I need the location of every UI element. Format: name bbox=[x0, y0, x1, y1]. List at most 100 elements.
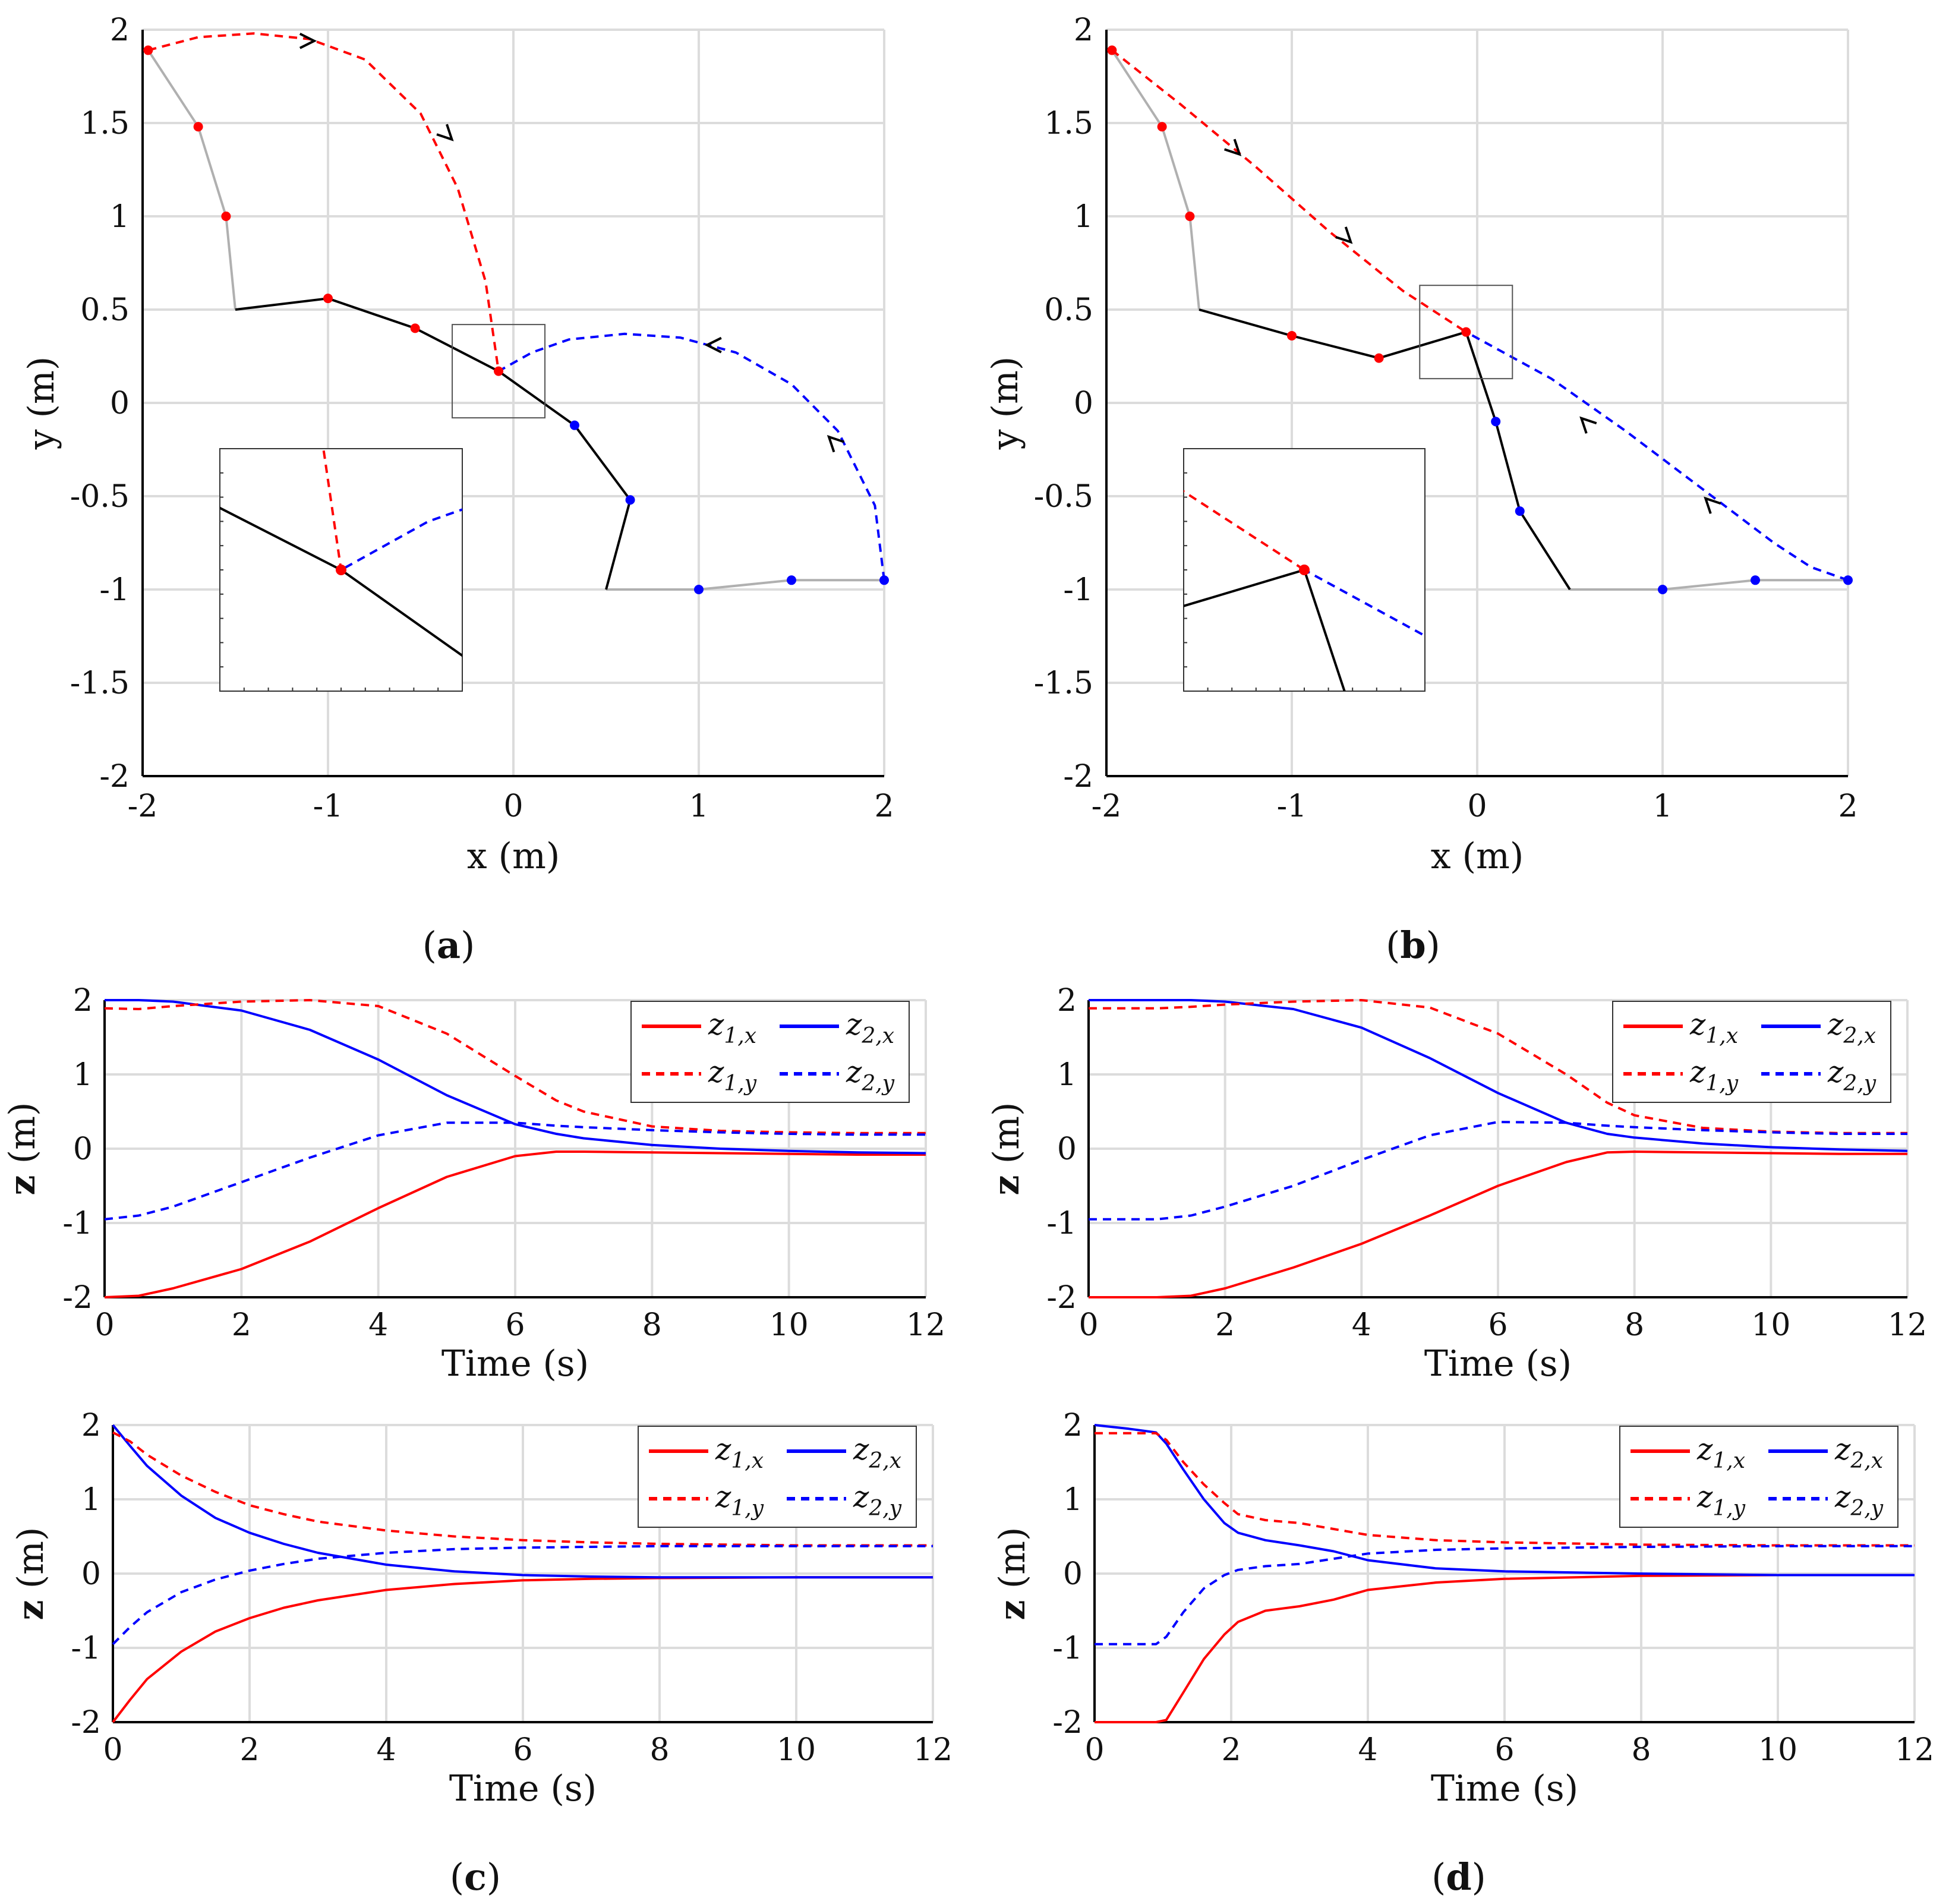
y-tick-label: 0 bbox=[1063, 1556, 1083, 1592]
legend-label-base: z bbox=[715, 1432, 731, 1467]
x-tick-label: 12 bbox=[913, 1732, 953, 1768]
series-arm-2 bbox=[1465, 332, 1571, 591]
legend-label-sub: 2,y bbox=[1850, 1496, 1883, 1521]
series-arm-2 bbox=[497, 370, 632, 590]
x-tick-label: 10 bbox=[1758, 1732, 1797, 1768]
legend-label-base: z bbox=[846, 1007, 862, 1042]
x-tick-label: 8 bbox=[1625, 1307, 1644, 1343]
joint-marker bbox=[569, 420, 579, 430]
legend-label-sub: 1,x bbox=[724, 1024, 756, 1048]
legend-label: z1,y bbox=[1689, 1055, 1739, 1096]
y-tick-label: -1 bbox=[71, 1631, 101, 1666]
x-tick-label: 1 bbox=[689, 789, 708, 824]
series-z_{2,y} bbox=[104, 1121, 926, 1221]
series-arm-1 bbox=[1199, 308, 1467, 360]
joint-marker bbox=[1157, 122, 1167, 132]
legend-label-sub: 2,y bbox=[868, 1496, 901, 1521]
direction-arrow bbox=[827, 434, 845, 453]
y-tick-label: 0 bbox=[73, 1131, 93, 1167]
direction-arrow bbox=[1579, 416, 1597, 434]
caption-c: (c) bbox=[450, 1855, 501, 1899]
x-tick-label: 12 bbox=[906, 1307, 945, 1343]
inset-series-trajectory-1 bbox=[1184, 490, 1305, 571]
x-axis-label: Time (s) bbox=[441, 1343, 589, 1385]
caption-d: (d) bbox=[1431, 1855, 1486, 1899]
legend-label-sub: 1,y bbox=[731, 1496, 764, 1521]
legend-label: z2,y bbox=[846, 1055, 895, 1096]
legend: z1,x z2,xz1,y z2,y bbox=[1619, 1426, 1898, 1528]
series-z_{2,x} bbox=[1089, 999, 1908, 1152]
legend-label-base: z bbox=[708, 1055, 724, 1089]
x-tick-label: 4 bbox=[368, 1307, 388, 1343]
inset-plot bbox=[219, 448, 463, 692]
x-tick-label: -2 bbox=[1092, 789, 1122, 824]
trajectory-plots: -2 -1 0 1 2-2-1.5-1-0.500.511.52x (m)y (m)-2… bbox=[21, 12, 1858, 877]
legend-frame bbox=[630, 1001, 910, 1103]
legend-label: z2,y bbox=[853, 1480, 902, 1521]
joint-marker bbox=[1843, 575, 1853, 585]
legend-label: z2,x bbox=[846, 1007, 894, 1048]
captions: (a) (b) (c) (d) bbox=[422, 923, 1486, 1899]
y-tick-label: 2 bbox=[73, 983, 93, 1019]
y-tick-label: 0 bbox=[81, 1556, 101, 1592]
legend-label-sub: 1,y bbox=[724, 1071, 756, 1096]
legend-frame bbox=[1619, 1426, 1898, 1528]
y-tick-label: 2 bbox=[110, 12, 130, 48]
series-trajectory-2 bbox=[498, 332, 885, 581]
x-tick-label: -1 bbox=[1277, 789, 1307, 824]
joint-marker bbox=[1374, 353, 1384, 363]
legend-frame bbox=[638, 1426, 917, 1528]
x-tick-label: -1 bbox=[313, 789, 343, 824]
joint-marker bbox=[323, 294, 333, 304]
x-tick-label: 2 bbox=[232, 1307, 251, 1343]
x-tick-label: 6 bbox=[505, 1307, 525, 1343]
series-arm-1 bbox=[235, 297, 499, 373]
caption-b: (b) bbox=[1386, 923, 1440, 967]
series-z_{2,y} bbox=[112, 1544, 933, 1645]
inset-series-arm-1 bbox=[220, 506, 342, 571]
x-tick-label: 0 bbox=[103, 1732, 122, 1768]
x-tick-label: 12 bbox=[1888, 1307, 1927, 1343]
y-axis-label-symbol: z bbox=[986, 1175, 1027, 1195]
legend-label-sub: 1,x bbox=[731, 1449, 764, 1473]
y-tick-label: 0 bbox=[1057, 1131, 1077, 1167]
x-tick-label: -2 bbox=[128, 789, 158, 824]
direction-arrow bbox=[1335, 226, 1353, 244]
legend-label: z2,x bbox=[853, 1432, 901, 1473]
x-tick-label: 0 bbox=[503, 789, 523, 824]
y-axis-label: z (m) bbox=[992, 1527, 1033, 1621]
series-z_{2,x} bbox=[1094, 1424, 1915, 1577]
x-tick-label: 8 bbox=[642, 1307, 662, 1343]
x-tick-label: 2 bbox=[1221, 1732, 1241, 1768]
zoom-box bbox=[452, 324, 546, 419]
joint-marker bbox=[494, 366, 504, 376]
y-tick-label: -2 bbox=[71, 1705, 101, 1741]
joint-marker bbox=[1185, 212, 1195, 221]
joint-marker bbox=[410, 323, 420, 333]
legend-label-base: z bbox=[853, 1480, 869, 1514]
x-tick-label: 0 bbox=[1467, 789, 1487, 824]
x-tick-label: 4 bbox=[1352, 1307, 1371, 1343]
caption-a: (a) bbox=[422, 923, 475, 967]
y-tick-label: -1 bbox=[99, 572, 130, 608]
x-tick-label: 1 bbox=[1652, 789, 1672, 824]
x-tick-label: 10 bbox=[769, 1307, 809, 1343]
joint-marker bbox=[1461, 327, 1471, 337]
joint-marker bbox=[1658, 585, 1667, 594]
legend-label-base: z bbox=[1696, 1432, 1713, 1467]
y-tick-label: 0.5 bbox=[1044, 292, 1093, 328]
y-tick-label: 1.5 bbox=[1044, 106, 1093, 141]
joint-marker bbox=[1287, 330, 1297, 341]
legend-label-base: z bbox=[1696, 1480, 1713, 1514]
x-tick-label: 8 bbox=[1631, 1732, 1651, 1768]
y-tick-label: 1 bbox=[81, 1482, 101, 1518]
series-z_{1,y} bbox=[112, 1431, 933, 1547]
y-tick-label: -1 bbox=[1063, 572, 1093, 608]
legend-label-sub: 1,x bbox=[1705, 1024, 1738, 1048]
inset-series-arm-1 bbox=[1184, 569, 1305, 607]
y-axis-label-unit: (m) bbox=[10, 1527, 52, 1600]
trajectory-panel-b: -2 -1 0 1 2 -2 -1.5 -1 -0.5 0 0.5 1 1.5 2 x (m) y (m) bbox=[985, 12, 1858, 877]
series-base-link-2 bbox=[1570, 579, 1848, 591]
